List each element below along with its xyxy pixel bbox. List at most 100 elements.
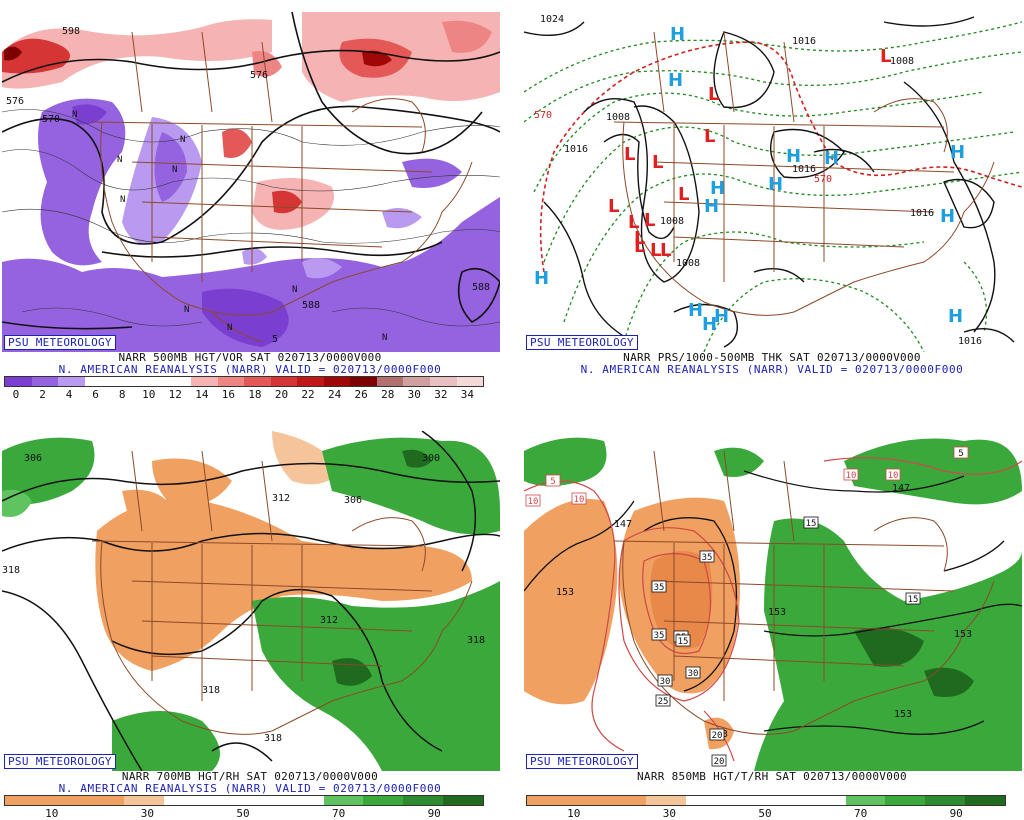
panel-pressure-thickness: 1024 1016 1008 1008 1016 1016 1008 1008 … [522, 0, 1022, 400]
high-pressure-marker: H [688, 300, 703, 321]
high-pressure-marker: H [950, 142, 965, 163]
svg-text:20: 20 [712, 731, 723, 741]
scale-swatch [845, 796, 886, 805]
scale-tick-label: 12 [168, 388, 182, 401]
scale-swatch [323, 377, 351, 386]
panel-700mb-rh: 306 300 312 306 318 312 318 318 318 PSU … [0, 419, 500, 820]
svg-text:318: 318 [264, 733, 282, 744]
scale-swatch [84, 377, 112, 386]
svg-text:N: N [120, 195, 125, 205]
svg-text:306: 306 [24, 453, 42, 464]
scale-swatch [204, 796, 244, 805]
svg-text:5: 5 [550, 477, 555, 487]
caption-product: NARR 700MB HGT/RH SAT 020713/0000V000 [121, 770, 379, 783]
scale-tick-label: 20 [274, 388, 289, 401]
low-pressure-marker: L [652, 152, 663, 173]
svg-text:318: 318 [467, 635, 485, 646]
scale-swatch [686, 796, 727, 805]
scale-tick-label: 70 [331, 807, 346, 820]
scale-swatch [527, 796, 567, 805]
svg-text:318: 318 [2, 565, 20, 576]
svg-text:153: 153 [954, 629, 972, 640]
temperature-label: 30 [657, 674, 673, 687]
psu-meteorology-badge: PSU METEOROLOGY [4, 754, 116, 769]
map-850mb-temp-rh: 153 153 153 153 153 147 147 510101010151… [524, 431, 1022, 771]
map-700mb-rh: 306 300 312 306 318 312 318 318 318 [2, 431, 500, 771]
scale-swatch [243, 796, 284, 805]
scale-swatch [925, 796, 966, 805]
svg-text:5: 5 [272, 334, 278, 345]
svg-text:588: 588 [472, 282, 490, 293]
temperature-labels: 5101010101515353535353030252020155 [525, 446, 969, 767]
svg-text:10: 10 [574, 495, 585, 505]
scale-swatch [244, 377, 271, 386]
scale-swatch [111, 377, 138, 386]
scale-tick-label: 18 [248, 388, 262, 401]
svg-text:1016: 1016 [792, 164, 816, 175]
scale-tick-label: 6 [92, 388, 99, 401]
height-contours [524, 470, 1022, 735]
scale-swatch [765, 796, 806, 805]
svg-text:153: 153 [894, 709, 912, 720]
low-pressure-marker: L [634, 236, 645, 257]
high-pressure-marker: H [786, 146, 801, 167]
panel-850mb-temp-rh: 153 153 153 153 153 147 147 510101010151… [522, 419, 1022, 820]
temperature-label: 20 [709, 728, 725, 741]
high-pressure-marker: H [702, 314, 717, 335]
svg-text:1008: 1008 [606, 112, 630, 123]
scale-tick-label: 34 [460, 388, 475, 401]
svg-text:N: N [172, 165, 177, 175]
svg-text:25: 25 [658, 697, 669, 707]
psu-meteorology-badge: PSU METEOROLOGY [4, 335, 116, 350]
scale-tick-label: 10 [45, 807, 59, 820]
rh-moist-areas [524, 437, 1022, 771]
rh-moist-areas [2, 437, 500, 771]
scale-tick-label: 30 [407, 388, 421, 401]
scale-swatch [606, 796, 647, 805]
scale-swatch [566, 796, 607, 805]
svg-text:1016: 1016 [564, 144, 588, 155]
scale-tick-label: 16 [221, 388, 236, 401]
svg-text:N: N [117, 155, 122, 165]
psu-meteorology-badge: PSU METEOROLOGY [526, 754, 638, 769]
low-pressure-marker: L [634, 228, 645, 249]
svg-text:312: 312 [272, 493, 290, 504]
map-pressure-thickness: 1024 1016 1008 1008 1016 1016 1008 1008 … [524, 12, 1022, 352]
svg-text:306: 306 [344, 495, 362, 506]
scale-swatch [726, 796, 766, 805]
svg-text:10: 10 [846, 471, 857, 481]
scale-tick-label: 10 [567, 807, 581, 820]
svg-text:N: N [72, 110, 77, 120]
low-pressure-marker: L [644, 210, 655, 231]
svg-text:147: 147 [892, 483, 910, 494]
political-boundaries [91, 450, 473, 735]
scale-tick-label: 26 [354, 388, 368, 401]
pressure-labels: 1024 1016 1008 1008 1016 1016 1008 1008 … [540, 14, 982, 347]
svg-text:1016: 1016 [958, 336, 982, 347]
caption-product: NARR 850MB HGT/T/RH SAT 020713/0000V000 [637, 770, 907, 783]
svg-text:153: 153 [768, 607, 786, 618]
scale-tick-label: 90 [427, 807, 441, 820]
scale-tick-label: 30 [140, 807, 155, 820]
scale-tick-label: 32 [434, 388, 448, 401]
temperature-label: 10 [885, 468, 901, 481]
svg-text:588: 588 [302, 300, 320, 311]
scale-tick-label: 50 [236, 807, 250, 820]
temperature-label: 30 [685, 666, 701, 679]
svg-text:153: 153 [556, 587, 574, 598]
low-pressure-marker: L [628, 212, 639, 233]
temperature-label: 5 [545, 474, 561, 487]
svg-text:570: 570 [814, 174, 832, 185]
scale-tick-label: 0 [12, 388, 20, 401]
low-pressure-marker: L [624, 144, 635, 165]
scale-swatch [885, 796, 926, 805]
svg-text:30: 30 [688, 669, 699, 679]
scale-swatch [403, 796, 444, 805]
low-pressure-marker: L [608, 196, 619, 217]
scale-tick-label: 22 [301, 388, 315, 401]
temperature-label: 20 [711, 754, 727, 767]
svg-text:20: 20 [714, 757, 725, 767]
map-500mb-vorticity: 570 576 588 588 588 576 598 5 NNN NNN NN… [2, 12, 500, 352]
